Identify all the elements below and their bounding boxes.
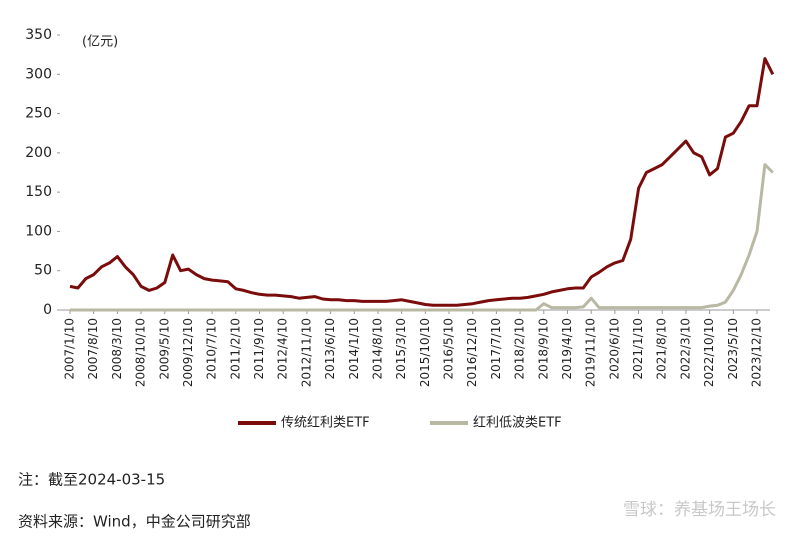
y-tick-label: 200 [25, 145, 52, 161]
legend-label: 红利低波类ETF [473, 415, 562, 431]
x-tick-label: 2023/5/10 [726, 318, 740, 380]
x-tick-label: 2009/5/10 [157, 318, 171, 380]
series-line [69, 57, 775, 307]
x-tick-label: 2010/7/10 [205, 318, 219, 380]
x-tick-label: 2014/1/10 [347, 318, 361, 380]
x-tick-label: 2019/11/10 [584, 318, 598, 387]
y-tick-label: 100 [25, 223, 52, 239]
x-tick-label: 2016/12/10 [465, 318, 479, 387]
x-tick-label: 2017/7/10 [489, 318, 503, 380]
x-tick-label: 2018/9/10 [536, 318, 550, 380]
y-tick-label: 300 [25, 66, 52, 82]
x-tick-label: 2013/6/10 [323, 318, 337, 380]
y-tick-label: 0 [43, 302, 52, 318]
x-tick-label: 2008/3/10 [110, 318, 124, 380]
x-tick-label: 2011/2/10 [228, 318, 242, 380]
series-line [70, 163, 774, 312]
x-tick-label: 2015/3/10 [394, 318, 408, 380]
x-tick-label: 2023/12/10 [750, 318, 764, 387]
y-tick-label: 350 [25, 27, 52, 43]
note: 注：截至2024-03-15 [18, 471, 165, 489]
x-tick-label: 2015/10/10 [418, 318, 432, 387]
x-tick-label: 2012/11/10 [299, 318, 313, 387]
x-tick-label: 2009/12/10 [181, 318, 195, 387]
x-tick-label: 2016/5/10 [442, 318, 456, 380]
x-tick-label: 2007/8/10 [86, 318, 100, 380]
x-tick-label: 2022/3/10 [678, 318, 692, 380]
x-tick-label: 2021/8/10 [655, 318, 669, 380]
unit-label: (亿元) [82, 35, 118, 50]
legend-label: 传统红利类ETF [281, 415, 370, 431]
x-tick-label: 2007/1/10 [63, 318, 77, 380]
source: 资料来源：Wind，中金公司研究部 [18, 513, 251, 531]
x-tick-label: 2012/4/10 [276, 318, 290, 380]
y-tick-label: 50 [34, 263, 52, 279]
x-tick-label: 2018/2/10 [513, 318, 527, 380]
x-tick-label: 2014/8/10 [370, 318, 384, 380]
x-tick-label: 2020/6/10 [607, 318, 621, 380]
x-tick-label: 2011/9/10 [252, 318, 266, 380]
y-tick-label: 150 [25, 184, 52, 200]
x-tick-label: 2022/10/10 [702, 318, 716, 387]
x-tick-label: 2008/10/10 [134, 318, 148, 387]
x-tick-label: 2019/4/10 [560, 318, 574, 380]
x-tick-label: 2021/1/10 [631, 318, 645, 380]
y-tick-label: 250 [25, 106, 52, 122]
watermark: 雪球：养基场王场长 [623, 500, 776, 520]
